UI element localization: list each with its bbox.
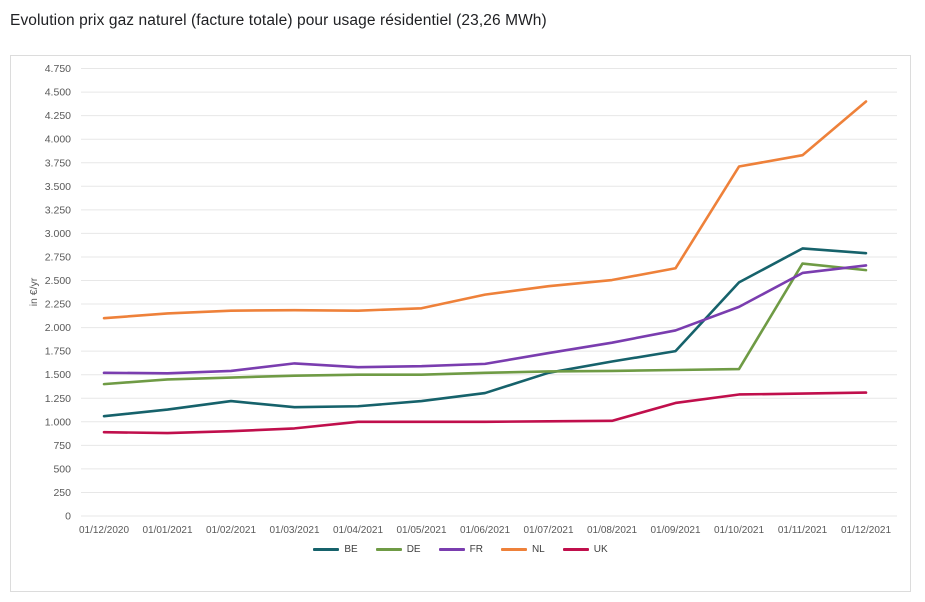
legend-item-FR: FR bbox=[438, 544, 483, 555]
legend-item-UK: UK bbox=[562, 544, 608, 555]
legend-item-NL: NL bbox=[500, 544, 545, 555]
chart-legend: BE DE FR NL UK bbox=[11, 544, 910, 555]
y-tick-label: 4.750 bbox=[45, 63, 71, 75]
y-tick-label: 3.000 bbox=[45, 228, 71, 240]
y-tick-label: 750 bbox=[53, 440, 71, 452]
y-tick-label: 250 bbox=[53, 487, 71, 499]
x-tick-label: 01/01/2021 bbox=[142, 525, 192, 536]
x-tick-label: 01/08/2021 bbox=[587, 525, 637, 536]
y-tick-label: 0 bbox=[65, 511, 71, 523]
legend-swatch-DE bbox=[375, 548, 402, 551]
x-tick-label: 01/11/2021 bbox=[778, 525, 828, 536]
legend-item-DE: DE bbox=[375, 544, 421, 555]
series-line-UK bbox=[102, 391, 868, 435]
y-tick-label: 2.250 bbox=[45, 299, 71, 311]
legend-swatch-NL bbox=[500, 548, 527, 551]
legend-label: NL bbox=[531, 544, 545, 555]
chart-panel: in €/yr 0 250 500 750 1.000 1.250 1.500 1.750 2.… bbox=[10, 55, 911, 592]
y-tick-label: 2.750 bbox=[45, 251, 71, 263]
y-tick-label: 4.500 bbox=[45, 87, 71, 99]
x-tick-label: 01/09/2021 bbox=[650, 525, 700, 536]
legend-swatch-FR bbox=[438, 548, 465, 551]
page-title: Evolution prix gaz naturel (facture tota… bbox=[10, 12, 547, 29]
legend-label: BE bbox=[344, 544, 358, 555]
y-tick-label: 1.750 bbox=[45, 346, 71, 358]
series-line-NL bbox=[102, 100, 868, 320]
y-tick-label: 3.750 bbox=[45, 157, 71, 169]
legend-item-BE: BE bbox=[313, 544, 358, 555]
y-tick-label: 500 bbox=[53, 463, 71, 475]
x-tick-label: 01/07/2021 bbox=[523, 525, 573, 536]
y-tick-label: 1.500 bbox=[45, 369, 71, 381]
y-axis-title: in €/yr bbox=[28, 277, 40, 307]
x-tick-label: 01/12/2020 bbox=[79, 525, 129, 536]
y-tick-label: 2.500 bbox=[45, 275, 71, 287]
series-line-FR bbox=[102, 264, 868, 375]
legend-label: FR bbox=[469, 544, 483, 555]
y-tick-label: 2.000 bbox=[45, 322, 71, 334]
x-tick-label: 01/02/2021 bbox=[206, 525, 256, 536]
x-tick-label: 01/05/2021 bbox=[396, 525, 446, 536]
line-chart: 0 250 500 750 1.000 1.250 1.500 1.750 2.000 2.250… bbox=[45, 63, 897, 536]
y-tick-label: 1.000 bbox=[45, 416, 71, 428]
y-tick-label: 3.250 bbox=[45, 204, 71, 216]
legend-label: DE bbox=[406, 544, 421, 555]
series-line-BE bbox=[102, 247, 868, 418]
x-tick-label: 01/10/2021 bbox=[714, 525, 764, 536]
x-tick-label: 01/06/2021 bbox=[460, 525, 510, 536]
x-tick-label: 01/12/2021 bbox=[841, 525, 891, 536]
legend-swatch-BE bbox=[313, 548, 340, 551]
y-tick-label: 1.250 bbox=[45, 393, 71, 405]
y-tick-label: 3.500 bbox=[45, 181, 71, 193]
x-tick-label: 01/03/2021 bbox=[269, 525, 319, 536]
series-line-DE bbox=[102, 262, 868, 386]
y-tick-label: 4.250 bbox=[45, 110, 71, 122]
legend-label: UK bbox=[593, 544, 608, 555]
y-tick-label: 4.000 bbox=[45, 134, 71, 146]
legend-swatch-UK bbox=[562, 548, 589, 551]
x-tick-label: 01/04/2021 bbox=[333, 525, 383, 536]
